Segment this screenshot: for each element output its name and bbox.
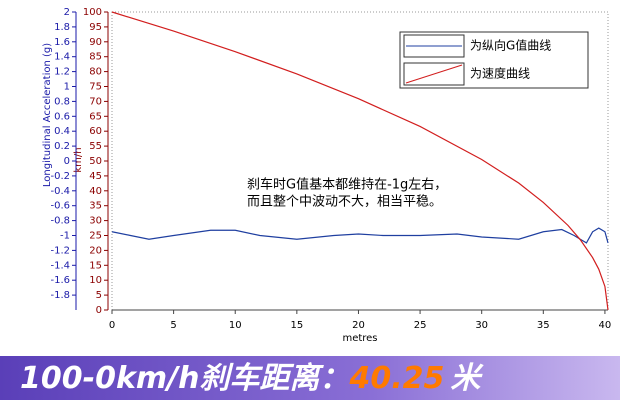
x-tick-label: 30 <box>475 320 488 331</box>
y2-tick-label: 10 <box>89 275 102 286</box>
y2-tick-label: 50 <box>89 156 102 167</box>
y2-tick-label: 95 <box>89 22 102 33</box>
y-tick-label: -1.8 <box>50 290 70 301</box>
series-line <box>111 11 609 311</box>
y2-tick-label: 55 <box>89 141 102 152</box>
y-tick-label: 1.2 <box>54 67 70 78</box>
y-tick-label: 0.2 <box>54 141 70 152</box>
banner-text: 100-0km/h刹车距离：40.25 米 <box>20 361 484 396</box>
y2-tick-label: 15 <box>89 260 102 271</box>
y-tick-label: 1.8 <box>54 22 70 33</box>
y-tick-label: -0.4 <box>50 186 70 197</box>
y-tick-label: 0.4 <box>54 126 70 137</box>
banner <box>0 356 620 400</box>
y2-tick-label: 5 <box>96 290 102 301</box>
y-tick-label: -0.2 <box>50 171 70 182</box>
y-tick-label: -0.6 <box>50 201 70 212</box>
y-tick-label: 0 <box>64 156 70 167</box>
y2-tick-label: 85 <box>89 52 102 63</box>
x-tick-label: 35 <box>537 320 550 331</box>
y-tick-label: 1 <box>64 82 70 93</box>
y2-tick-label: 35 <box>89 201 102 212</box>
y2-tick-label: 45 <box>89 171 102 182</box>
y-tick-label: 0.6 <box>54 111 70 122</box>
y2-tick-label: 90 <box>89 37 102 48</box>
y2-tick-label: 25 <box>89 231 102 242</box>
y2-tick-label: 80 <box>89 67 102 78</box>
y2-tick-label: 40 <box>89 186 102 197</box>
legend-label: 为纵向G值曲线 <box>470 38 551 53</box>
series-line <box>111 227 609 244</box>
x-tick-label: 25 <box>414 320 427 331</box>
banner-label: 100-0km/h刹车距离： <box>20 361 349 396</box>
y-tick-label: -1 <box>60 231 70 242</box>
y2-tick-label: 100 <box>83 7 102 18</box>
y-tick-label: -0.8 <box>50 216 70 227</box>
y-tick-label: 2 <box>64 7 70 18</box>
x-tick-label: 5 <box>170 320 176 331</box>
y-tick-label: -1.6 <box>50 275 70 286</box>
legend-label: 为速度曲线 <box>470 66 530 81</box>
y2-tick-label: 65 <box>89 111 102 122</box>
x-tick-label: 10 <box>229 320 242 331</box>
x-axis-label: metres <box>342 333 377 344</box>
y-tick-label: -1.4 <box>50 260 70 271</box>
y-tick-label: 1.6 <box>54 37 70 48</box>
y2-axis-label: km/h <box>73 147 84 172</box>
banner-unit: 米 <box>450 361 484 396</box>
y2-tick-label: 20 <box>89 245 102 256</box>
x-tick-label: 0 <box>109 320 115 331</box>
y2-tick-label: 60 <box>89 126 102 137</box>
y-tick-label: 0.8 <box>54 96 70 107</box>
y-axis-label: Longitudinal Acceleration (g) <box>42 43 53 187</box>
annotation: 刹车时G值基本都维持在-1g左右， <box>247 177 447 193</box>
y2-tick-label: 75 <box>89 82 102 93</box>
y-tick-label: -1.2 <box>50 245 70 256</box>
y2-tick-label: 70 <box>89 96 102 107</box>
annotation: 而且整个中波动不大，相当平稳。 <box>247 194 442 210</box>
banner-value: 40.25 <box>348 361 444 396</box>
x-tick-label: 15 <box>290 320 303 331</box>
legend-swatch <box>405 64 463 84</box>
y-tick-label: 1.4 <box>54 52 70 63</box>
y2-tick-label: 30 <box>89 216 102 227</box>
x-tick-label: 20 <box>352 320 365 331</box>
x-tick-label: 40 <box>599 320 612 331</box>
y2-tick-label: 0 <box>96 305 102 316</box>
